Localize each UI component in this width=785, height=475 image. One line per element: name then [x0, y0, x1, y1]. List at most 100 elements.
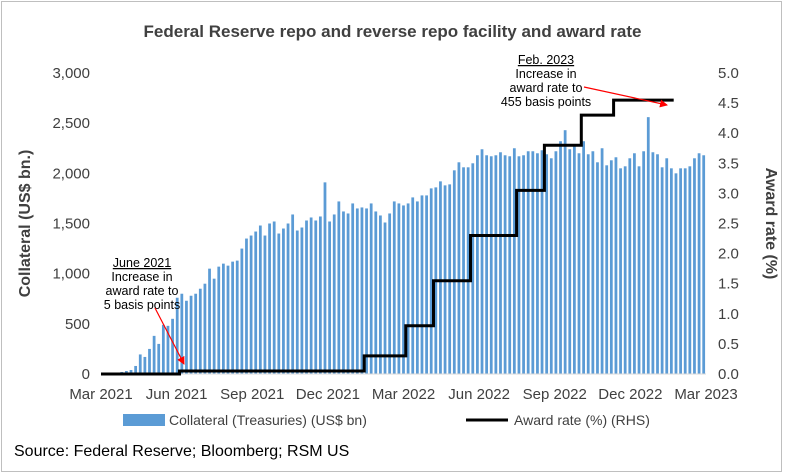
- collateral-bar: [614, 157, 618, 374]
- collateral-bar: [605, 165, 609, 374]
- right-tick-label: 2.5: [718, 216, 739, 233]
- collateral-bar: [503, 155, 507, 374]
- collateral-bar: [452, 170, 456, 374]
- collateral-bar: [397, 203, 401, 374]
- collateral-bar: [563, 130, 567, 374]
- collateral-bar: [152, 335, 156, 374]
- collateral-bar: [175, 297, 179, 374]
- collateral-bar: [374, 211, 378, 374]
- collateral-bar: [457, 162, 461, 374]
- collateral-bar: [651, 152, 655, 374]
- collateral-bar: [688, 166, 692, 374]
- left-tick-label: 2,000: [52, 165, 90, 182]
- annotation-line: 455 basis points: [501, 95, 591, 109]
- bar-series: [101, 117, 706, 375]
- collateral-bar: [545, 154, 549, 374]
- collateral-bar: [591, 151, 595, 374]
- right-axis-ticks: 0.0 0.5 1.0 1.5 2.0 2.5 3.0 3.5 4.0 4.5 5.0: [718, 65, 739, 383]
- left-axis-label: Collateral (US$ bn.): [17, 150, 34, 298]
- collateral-bar: [198, 288, 202, 374]
- collateral-bar: [346, 213, 350, 374]
- right-tick-label: 1.5: [718, 276, 739, 293]
- collateral-bar: [669, 168, 673, 374]
- collateral-bar: [480, 149, 484, 374]
- chart-title: Federal Reserve repo and reverse repo fa…: [143, 22, 642, 41]
- collateral-bar: [531, 151, 535, 374]
- left-tick-label: 1,000: [52, 266, 90, 283]
- collateral-bar: [245, 238, 248, 374]
- collateral-bar: [489, 156, 493, 374]
- collateral-bar: [365, 208, 368, 374]
- annotation-line: Increase in: [111, 270, 172, 284]
- collateral-bar: [628, 158, 632, 374]
- collateral-bar: [471, 163, 475, 374]
- collateral-bar: [254, 231, 258, 374]
- collateral-bar: [540, 150, 544, 374]
- left-tick-label: 500: [65, 316, 90, 333]
- legend-bar-label: Collateral (Treasuries) (US$ bn): [169, 412, 367, 428]
- right-tick-label: 2.0: [718, 246, 739, 263]
- collateral-bar: [318, 216, 322, 374]
- collateral-bar: [642, 151, 646, 374]
- x-tick-label: Sep 2022: [523, 386, 587, 403]
- collateral-bar: [185, 300, 188, 374]
- collateral-bar: [693, 158, 696, 374]
- right-tick-label: 4.5: [718, 95, 739, 112]
- collateral-bar: [619, 168, 622, 374]
- collateral-bar: [231, 261, 235, 374]
- collateral-bar: [277, 233, 281, 374]
- collateral-bar: [499, 152, 502, 374]
- collateral-bar: [125, 370, 128, 374]
- collateral-bar: [138, 354, 142, 374]
- collateral-bar: [212, 278, 216, 374]
- collateral-bar: [600, 148, 604, 374]
- collateral-bar: [536, 153, 539, 374]
- collateral-bar: [134, 365, 138, 374]
- collateral-bar: [240, 248, 244, 374]
- collateral-bar: [577, 153, 581, 374]
- legend-line-label: Award rate (%) (RHS): [514, 412, 650, 428]
- annotation-date: June 2021: [113, 256, 171, 270]
- annotation-line: Increase in: [515, 67, 576, 81]
- x-tick-label: Dec 2022: [598, 386, 662, 403]
- collateral-bar: [522, 155, 525, 374]
- x-tick-label: Mar 2022: [372, 386, 435, 403]
- collateral-bar: [203, 283, 207, 374]
- collateral-bar: [166, 325, 170, 374]
- collateral-bar: [249, 235, 253, 374]
- collateral-bar: [268, 223, 271, 374]
- collateral-bar: [379, 215, 382, 374]
- annotation-line: award rate to: [510, 81, 583, 95]
- right-tick-label: 5.0: [718, 65, 739, 82]
- collateral-bar: [660, 167, 664, 374]
- collateral-bar: [439, 181, 442, 374]
- collateral-bar: [143, 356, 147, 374]
- collateral-bar: [429, 188, 433, 374]
- right-tick-label: 0.5: [718, 336, 739, 353]
- legend-bar-swatch: [123, 414, 165, 426]
- collateral-bar: [508, 156, 512, 374]
- collateral-bar: [425, 195, 428, 374]
- collateral-bar: [697, 153, 701, 374]
- collateral-bar: [559, 141, 562, 374]
- collateral-bar: [328, 221, 331, 374]
- collateral-bar: [189, 295, 193, 374]
- collateral-bar: [517, 156, 521, 374]
- collateral-bar: [646, 117, 650, 375]
- collateral-bar: [226, 265, 230, 374]
- collateral-bar: [286, 223, 290, 374]
- collateral-bar: [282, 228, 285, 374]
- collateral-bar: [586, 154, 590, 374]
- collateral-bar: [300, 227, 304, 374]
- collateral-bar: [476, 155, 479, 374]
- collateral-bar: [633, 153, 636, 374]
- collateral-bar: [222, 263, 225, 374]
- collateral-bar: [494, 155, 498, 374]
- x-axis-ticks: Mar 2021 Jun 2021 Sep 2021 Dec 2021 Mar 2022…: [69, 386, 737, 403]
- collateral-bar: [549, 158, 553, 374]
- collateral-bar: [355, 208, 359, 374]
- collateral-bar: [609, 160, 613, 374]
- collateral-bar: [512, 148, 516, 374]
